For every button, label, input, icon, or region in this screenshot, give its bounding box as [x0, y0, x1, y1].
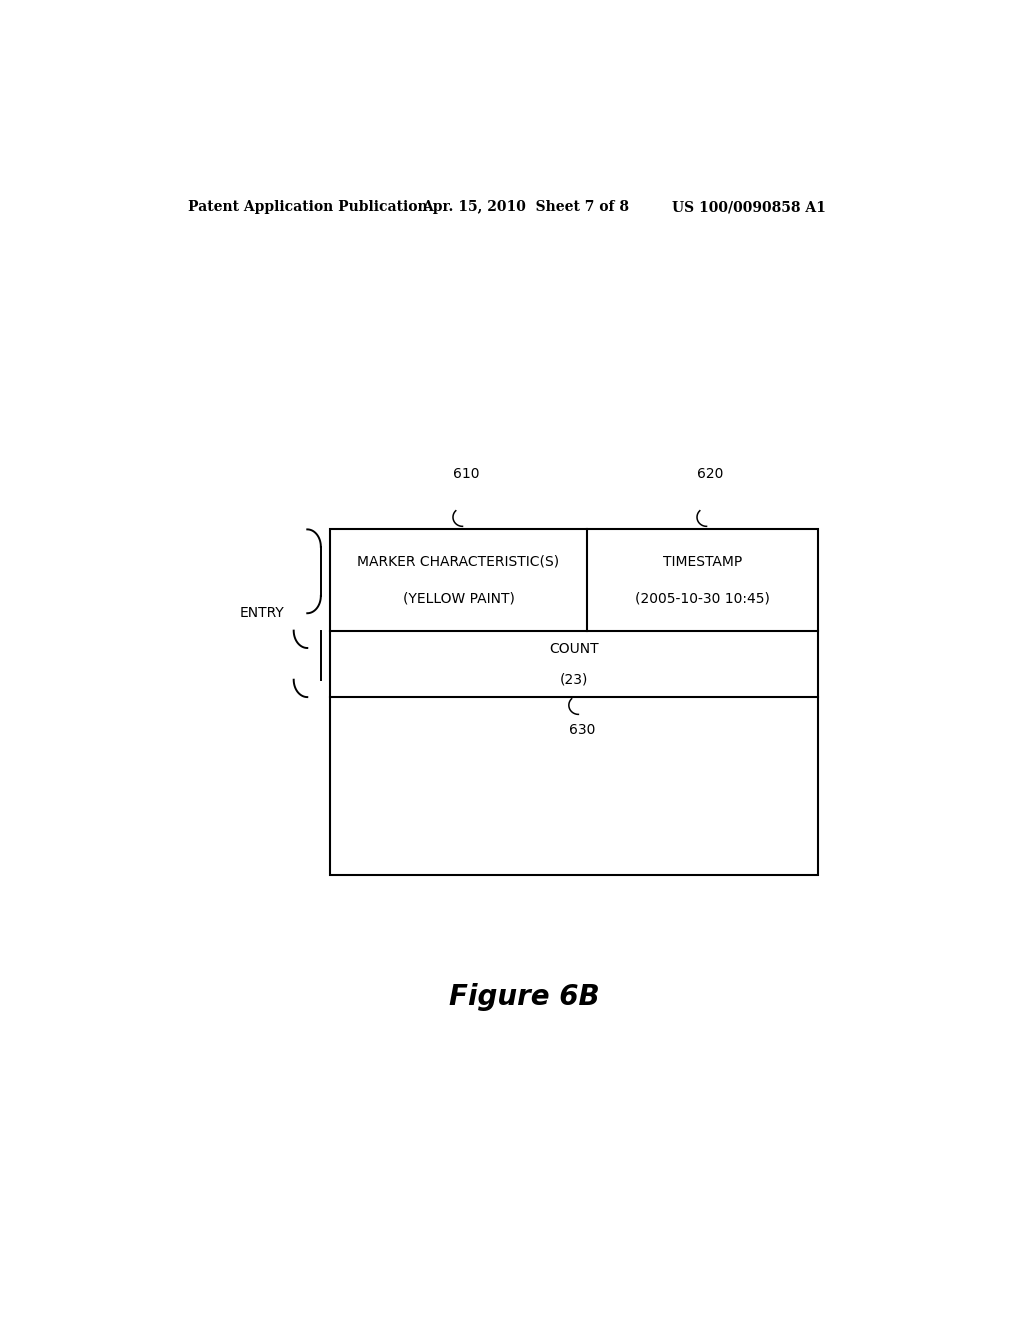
- Text: COUNT: COUNT: [550, 642, 599, 656]
- Text: 610: 610: [454, 466, 479, 480]
- Text: Patent Application Publication: Patent Application Publication: [187, 201, 427, 214]
- Text: TIMESTAMP: TIMESTAMP: [663, 554, 742, 569]
- Text: (2005-10-30 10:45): (2005-10-30 10:45): [635, 591, 770, 606]
- Text: US 100/0090858 A1: US 100/0090858 A1: [672, 201, 825, 214]
- Text: Figure 6B: Figure 6B: [450, 983, 600, 1011]
- Text: ENTRY: ENTRY: [240, 606, 285, 620]
- Text: 620: 620: [697, 466, 724, 480]
- Text: (YELLOW PAINT): (YELLOW PAINT): [402, 591, 514, 606]
- Text: Apr. 15, 2010  Sheet 7 of 8: Apr. 15, 2010 Sheet 7 of 8: [422, 201, 629, 214]
- Text: 630: 630: [569, 722, 596, 737]
- Text: MARKER CHARACTERISTIC(S): MARKER CHARACTERISTIC(S): [357, 554, 559, 569]
- Text: (23): (23): [560, 672, 589, 686]
